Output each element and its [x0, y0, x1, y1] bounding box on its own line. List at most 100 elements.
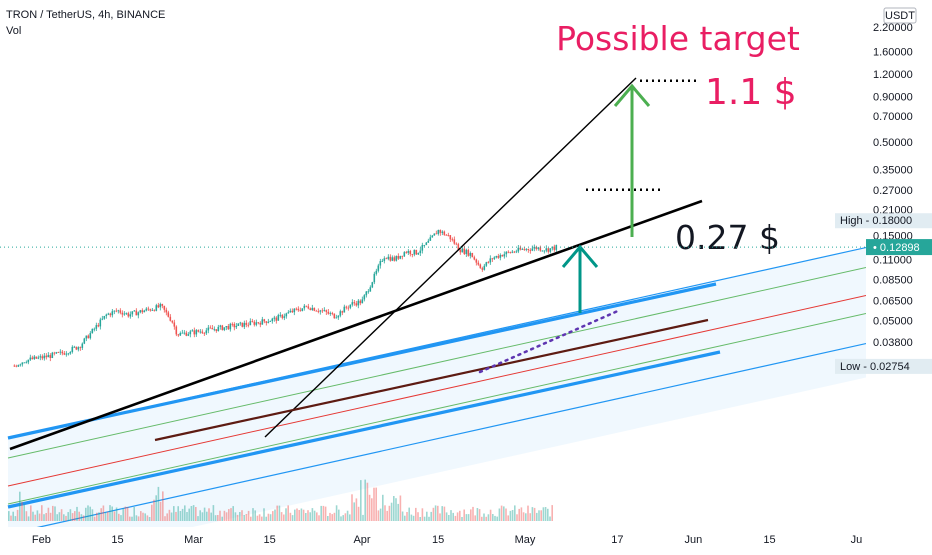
volume-bar: [313, 510, 316, 521]
volume-bar: [533, 507, 536, 521]
candle-body: [285, 313, 288, 317]
candle-body: [513, 251, 516, 253]
candle-body: [237, 323, 240, 326]
candle-body: [83, 338, 86, 344]
candle-body: [527, 249, 530, 250]
volume-bar: [124, 506, 127, 521]
candle-body: [109, 313, 112, 316]
volume-bar: [126, 507, 129, 521]
volume-bar: [168, 509, 171, 521]
candle-body: [279, 314, 282, 316]
candle-body: [375, 270, 378, 274]
candle-body: [273, 317, 276, 319]
candle-body: [159, 304, 162, 308]
volume-bar: [544, 507, 547, 521]
long-resistance-trendline: [9, 199, 703, 451]
high-tag-bg: [835, 213, 932, 229]
volume-bar: [115, 507, 118, 521]
candle-body: [45, 355, 48, 358]
volume-bar: [505, 508, 507, 521]
volume-bar: [228, 509, 230, 521]
volume-bar: [210, 512, 212, 521]
volume-bar: [208, 508, 210, 521]
volume-bar: [305, 513, 307, 521]
volume-bar: [294, 509, 296, 521]
volume-bar: [503, 506, 505, 521]
volume-bar: [489, 509, 492, 521]
volume-bar: [329, 512, 331, 521]
candle-body: [257, 322, 260, 324]
volume-bar: [408, 507, 410, 521]
candle-body: [235, 325, 238, 328]
volume-bar: [481, 516, 483, 521]
candle-body: [389, 256, 392, 261]
candle-body: [491, 258, 494, 260]
candle-body: [185, 332, 188, 336]
price-tick-label: 1.20000: [873, 69, 913, 81]
candle-body: [315, 310, 318, 312]
volume-bar: [80, 514, 83, 521]
candle-body: [19, 364, 22, 366]
volume-bar: [129, 516, 131, 521]
candle-body: [29, 357, 32, 360]
volume-bar: [217, 515, 219, 521]
candle-body: [103, 316, 106, 319]
candle-body: [439, 230, 442, 233]
candle-body: [435, 233, 438, 235]
candle-body: [177, 334, 180, 336]
steep-trendline: [264, 77, 637, 438]
volume-bar: [529, 513, 531, 521]
volume-bar: [461, 517, 463, 521]
candle-body: [471, 253, 474, 258]
candle-body: [501, 255, 504, 257]
candle-body: [99, 319, 102, 327]
candle-body: [71, 346, 74, 352]
candle-body: [77, 347, 80, 350]
candle-body: [123, 313, 126, 315]
volume-bar: [522, 512, 525, 521]
volume-bar: [107, 511, 109, 521]
volume-bar: [87, 505, 89, 521]
candle-body: [21, 362, 24, 365]
volume-bar: [338, 509, 340, 521]
candle-body: [441, 231, 444, 233]
volume-bar: [302, 509, 305, 521]
candle-body: [329, 313, 332, 314]
volume-bar: [452, 512, 454, 521]
candle-body: [247, 324, 250, 326]
volume-bar: [142, 512, 144, 521]
candle-body: [503, 254, 506, 257]
teal-arrow: [561, 244, 599, 313]
volume-bar: [131, 516, 133, 521]
candle-body: [291, 310, 294, 313]
volume-bar: [309, 512, 311, 521]
volume-bar: [494, 515, 496, 521]
volume-bar: [318, 515, 320, 521]
candle-body: [397, 256, 400, 259]
volume-bar: [285, 508, 287, 521]
volume-bar: [384, 505, 386, 521]
candle-body: [191, 330, 194, 332]
candle-body: [403, 252, 406, 257]
candle-body: [217, 326, 220, 331]
volume-bar: [118, 513, 120, 521]
candle-body: [277, 315, 280, 321]
volume-bar: [412, 515, 415, 521]
candle-body: [95, 325, 98, 329]
volume-bar: [401, 511, 404, 521]
volume-bar: [386, 510, 388, 521]
candle-body: [97, 325, 100, 327]
candle-body: [487, 262, 490, 263]
candle-body: [457, 244, 460, 250]
candle-body: [121, 312, 124, 315]
volume-bar: [197, 516, 199, 521]
volume-bar: [41, 505, 43, 521]
candle-body: [261, 319, 264, 325]
volume-bar: [459, 510, 461, 521]
volume-bar: [445, 512, 448, 521]
candle-body: [485, 262, 488, 266]
candle-body: [259, 323, 262, 325]
candle-body: [33, 356, 36, 360]
